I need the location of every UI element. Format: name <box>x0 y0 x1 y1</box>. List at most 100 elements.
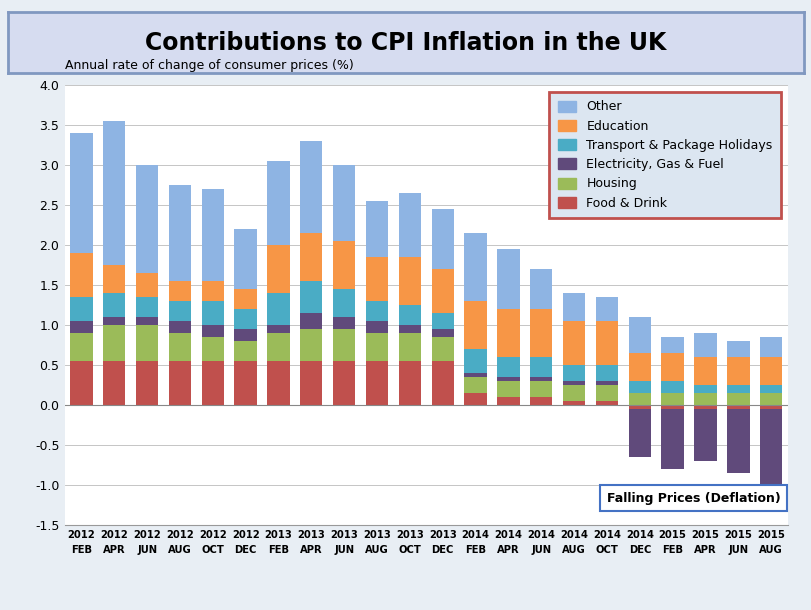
Bar <box>464 349 486 373</box>
Bar <box>727 409 749 473</box>
Bar <box>366 321 388 333</box>
Bar <box>333 329 355 361</box>
Bar <box>562 365 585 381</box>
Bar <box>267 161 290 245</box>
Bar <box>562 293 585 321</box>
Bar <box>70 134 92 253</box>
Bar <box>234 341 256 361</box>
Bar <box>103 121 125 265</box>
Bar <box>70 253 92 297</box>
Bar <box>693 357 716 385</box>
Text: 2012: 2012 <box>67 530 95 540</box>
Bar <box>530 397 551 405</box>
Text: 2014: 2014 <box>560 530 587 540</box>
Text: 2013: 2013 <box>297 530 324 540</box>
Bar <box>496 309 519 357</box>
Text: 2012: 2012 <box>231 530 260 540</box>
Text: 2012: 2012 <box>133 530 161 540</box>
Text: AUG: AUG <box>758 545 782 555</box>
Bar <box>496 397 519 405</box>
Text: 2012: 2012 <box>101 530 128 540</box>
Bar <box>366 333 388 361</box>
Text: 2013: 2013 <box>396 530 423 540</box>
Text: DEC: DEC <box>628 545 650 555</box>
Bar <box>759 405 782 409</box>
Bar <box>628 353 650 381</box>
Bar <box>464 233 486 301</box>
Bar <box>693 409 716 461</box>
Bar <box>562 321 585 365</box>
Bar <box>300 313 322 329</box>
Bar <box>759 385 782 393</box>
Bar <box>201 337 224 361</box>
Bar <box>562 385 585 401</box>
Bar <box>759 393 782 405</box>
Bar <box>70 297 92 321</box>
Bar <box>530 381 551 397</box>
Bar <box>267 293 290 325</box>
Bar <box>464 377 486 393</box>
Bar <box>135 317 158 325</box>
Bar <box>496 377 519 381</box>
Bar <box>398 305 421 325</box>
Text: 2013: 2013 <box>330 530 358 540</box>
Bar <box>333 165 355 241</box>
Bar <box>661 409 683 468</box>
Text: FEB: FEB <box>71 545 92 555</box>
Bar <box>366 201 388 257</box>
Legend: Other, Education, Transport & Package Holidays, Electricity, Gas & Fuel, Housing: Other, Education, Transport & Package Ho… <box>548 92 780 218</box>
Bar <box>70 333 92 361</box>
Bar <box>431 209 453 269</box>
Text: JUN: JUN <box>530 545 551 555</box>
Text: 2013: 2013 <box>363 530 390 540</box>
Bar <box>135 165 158 273</box>
Text: 2015: 2015 <box>658 530 686 540</box>
Text: 2015: 2015 <box>757 530 784 540</box>
Bar <box>333 289 355 317</box>
Bar <box>628 409 650 457</box>
Bar <box>562 381 585 385</box>
Bar <box>562 401 585 405</box>
Bar <box>300 233 322 281</box>
Bar <box>431 269 453 313</box>
Bar <box>661 393 683 405</box>
Bar <box>398 361 421 405</box>
Text: 2014: 2014 <box>461 530 489 540</box>
Text: OCT: OCT <box>594 545 618 555</box>
Bar <box>530 309 551 357</box>
Bar <box>234 229 256 289</box>
Bar <box>727 385 749 393</box>
Text: FEB: FEB <box>465 545 486 555</box>
Bar <box>628 381 650 393</box>
Bar <box>464 373 486 377</box>
Bar <box>201 325 224 337</box>
Bar <box>201 281 224 301</box>
Bar <box>693 385 716 393</box>
Bar <box>103 325 125 361</box>
Text: JUN: JUN <box>727 545 748 555</box>
Bar <box>234 289 256 309</box>
Text: APR: APR <box>103 545 126 555</box>
Bar <box>398 193 421 257</box>
Bar <box>135 325 158 361</box>
Bar <box>496 357 519 377</box>
Bar <box>267 245 290 293</box>
Text: 2015: 2015 <box>723 530 751 540</box>
Bar <box>169 301 191 321</box>
Bar <box>169 281 191 301</box>
Bar <box>267 361 290 405</box>
Bar <box>398 325 421 333</box>
Text: OCT: OCT <box>398 545 421 555</box>
Bar <box>366 361 388 405</box>
Bar <box>169 361 191 405</box>
Bar <box>530 357 551 377</box>
Bar <box>366 257 388 301</box>
Bar <box>628 405 650 409</box>
Bar <box>661 381 683 393</box>
Text: 2013: 2013 <box>264 530 292 540</box>
Bar <box>431 329 453 337</box>
Bar <box>431 361 453 405</box>
Bar <box>464 301 486 349</box>
Bar <box>693 333 716 357</box>
Text: FEB: FEB <box>268 545 289 555</box>
